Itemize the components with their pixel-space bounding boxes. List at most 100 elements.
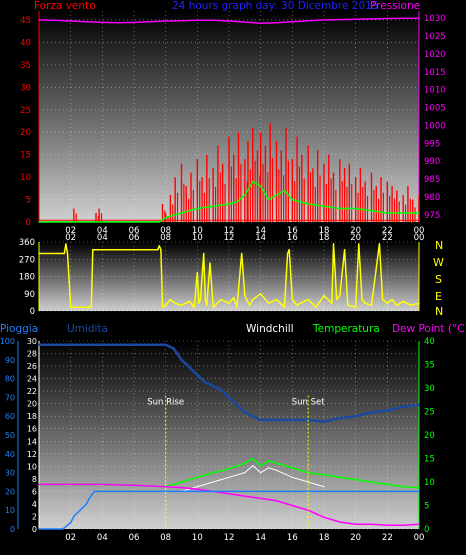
dewpoint-line-point — [339, 521, 341, 523]
wind-direction-line-point — [391, 298, 393, 301]
wind-average-line-point — [307, 203, 309, 205]
wind-direction-line-point — [233, 296, 235, 299]
windchill-label: Windchill — [246, 323, 294, 335]
pressure-line-point — [323, 19, 325, 21]
direction-tick-label: 0 — [30, 307, 35, 317]
humidity-line-point — [339, 417, 341, 419]
pressure-tick-label: 995 — [424, 139, 440, 149]
humidity-tick-label: 50 — [5, 431, 15, 440]
wind-direction-line-point — [299, 302, 301, 304]
wind-direction-line-point — [165, 304, 167, 306]
dewpoint-line-point — [418, 523, 420, 525]
direction-tick-label: 90 — [24, 290, 35, 300]
wind-direction-line-point — [252, 298, 254, 301]
graph-title: 24 hours graph day: 30 Dicembre 2015 — [172, 0, 379, 12]
wind-average-line-point — [228, 203, 230, 205]
rain-tick-label: 20 — [27, 400, 37, 409]
temperature-line-point — [228, 468, 230, 470]
wind-direction-line-point — [332, 243, 335, 245]
wind-direction-line-point — [188, 300, 191, 303]
windchill-line-point — [244, 472, 246, 474]
pressure-line-point — [355, 18, 357, 20]
x-tick-label: 18 — [319, 233, 330, 243]
rain-tick-label: 22 — [27, 387, 37, 396]
dewpoint-line-point — [370, 523, 373, 525]
windchill-line-point — [275, 469, 278, 471]
compass-w: W — [433, 256, 444, 269]
temperature-line-point — [291, 467, 293, 469]
pressure-line-point — [133, 21, 135, 24]
humidity-line-point — [172, 347, 175, 350]
rain-tick-label: 30 — [27, 337, 37, 346]
temp-tick-label: 40 — [424, 337, 435, 347]
x-tick-label: 22 — [382, 233, 393, 243]
pressure-tick-label: 985 — [424, 175, 440, 185]
wind-direction-line-point — [180, 304, 183, 306]
wind-direction-line-point — [70, 306, 72, 308]
humidity-line-point — [370, 411, 373, 414]
dewpoint-line-point — [180, 487, 183, 489]
x-tick-label: 18 — [319, 226, 330, 236]
rain-line-point — [62, 528, 64, 530]
x-tick-label: 14 — [255, 226, 266, 236]
direction-tick-label: 270 — [19, 255, 35, 265]
dewpoint-line-point — [291, 504, 293, 507]
temp-tick-label: 5 — [424, 502, 429, 512]
pressure-line-point — [117, 22, 119, 24]
pressure-line-point — [275, 22, 278, 24]
wind-average-line-point — [418, 212, 420, 214]
humidity-label: Umidita — [67, 323, 108, 335]
humidity-line-point — [260, 419, 262, 421]
pressure-line-point — [339, 18, 341, 21]
wind-direction-line-point — [358, 243, 360, 245]
rain-line-point — [79, 509, 81, 511]
humidity-line-point — [38, 344, 40, 346]
dewpoint-line-point — [228, 493, 230, 495]
wind-direction-line-point — [169, 298, 172, 301]
wind-direction-line-point — [291, 298, 293, 301]
wind-average-line-point — [283, 189, 286, 192]
humidity-tick-label: 40 — [5, 450, 15, 459]
wind-tick-label: 25 — [20, 106, 31, 116]
wind-direction-line-point — [236, 306, 238, 308]
x-tick-label: 10 — [192, 226, 203, 236]
wind-direction-line-point — [65, 243, 67, 245]
wind-direction-line-point — [241, 252, 243, 255]
pressure-tick-label: 980 — [424, 193, 440, 203]
wind-direction-line-point — [288, 249, 290, 251]
pressure-tick-label: 1015 — [424, 68, 446, 78]
pressure-line-point — [418, 17, 420, 19]
x-tick-label: 02 — [65, 226, 76, 236]
rain-tick-label: 14 — [27, 437, 37, 446]
x-tick-label: 06 — [129, 233, 140, 243]
humidity-tick-label: 80 — [5, 375, 15, 384]
x-tick-label: 12 — [224, 233, 235, 243]
wind-tick-label: 5 — [26, 196, 31, 206]
rain-line-point — [89, 497, 91, 499]
humidity-line-point — [355, 415, 357, 417]
pressure-line-point — [196, 19, 198, 21]
pressure-line-point — [149, 21, 151, 23]
x-tick-label: 12 — [224, 226, 235, 236]
x-tick-label: 00 — [414, 226, 425, 236]
x-tick-label: 14 — [255, 533, 266, 543]
wind-direction-line-point — [286, 252, 289, 255]
wind-average-line-point — [196, 207, 198, 210]
x-tick-label: 16 — [287, 233, 298, 243]
pressure-tick-label: 990 — [424, 157, 440, 167]
humidity-line-point — [101, 344, 103, 346]
x-tick-label: 20 — [350, 226, 361, 236]
pressure-line-point — [165, 20, 167, 22]
humidity-tick-label: 0 — [10, 525, 15, 534]
wind-direction-line-point — [157, 249, 159, 251]
sun-marker-label: Sun Set — [292, 398, 325, 408]
x-tick-label: 18 — [319, 533, 330, 543]
wind-direction-line-point — [203, 252, 205, 255]
humidity-line-point — [204, 381, 206, 383]
windchill-line-point — [323, 486, 325, 488]
pressure-line-point — [307, 20, 309, 22]
humidity-line-point — [236, 404, 238, 406]
dewpoint-label: Dew Point (°C) — [392, 323, 466, 335]
wind-direction-line-point — [92, 249, 94, 251]
x-tick-label: 00 — [414, 533, 425, 543]
